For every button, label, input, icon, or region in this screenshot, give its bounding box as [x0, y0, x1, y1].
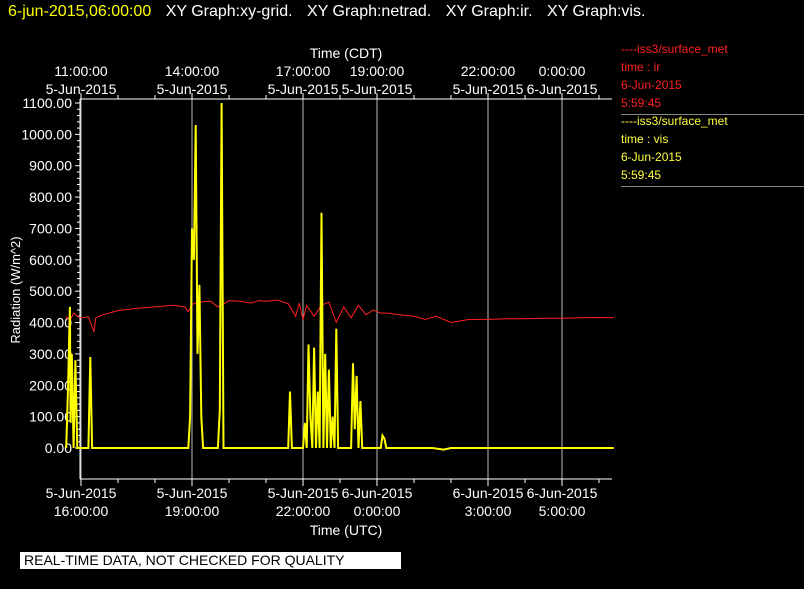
grid-lines: [80, 99, 563, 479]
header-title-xy-grid: XY Graph:xy-grid.: [165, 3, 293, 20]
legend-vis-date: 6-Jun-2015: [621, 150, 682, 164]
legend-vis-time: 5:59:45: [621, 168, 662, 182]
chart-header: 6-jun-2015,06:00:00 XY Graph:xy-grid. XY…: [8, 3, 645, 21]
y-tick-label: 700.00: [29, 220, 72, 236]
legend-vis-var: time : vis: [621, 132, 669, 146]
y-tick-label: 300.00: [29, 346, 72, 362]
x-top-tick-label-date: 5-Jun-2015: [46, 81, 117, 97]
y-tick-label: 900.00: [29, 158, 72, 174]
y-tick-label: 100.00: [29, 409, 72, 425]
y-tick-label: 400.00: [29, 315, 72, 331]
x-tick-label-date: 6-Jun-2015: [527, 485, 598, 501]
x-top-tick-label-time: 14:00:00: [165, 63, 220, 79]
header-title-vis: XY Graph:vis.: [547, 3, 646, 20]
x-tick-label-time: 16:00:00: [54, 503, 109, 519]
y-tick-label: 0.00: [45, 440, 72, 456]
x-tick-label-time: 22:00:00: [276, 503, 331, 519]
x-top-tick-label-time: 0:00:00: [539, 63, 586, 79]
x-axis-label-top: Time (CDT): [310, 45, 383, 61]
legend-entry-vis: ----iss3/surface_met time : vis 6-Jun-20…: [621, 112, 804, 187]
x-top-tick-label-time: 11:00:00: [54, 63, 108, 79]
x-top-tick-label-time: 17:00:00: [276, 63, 331, 79]
y-axis-ticks: 0.00 100.00 200.00 300.00 400.00 500.00 600.00…: [21, 95, 80, 456]
x-tick-label-time: 5:00:00: [539, 503, 586, 519]
x-top-tick-label-time: 22:00:00: [461, 63, 516, 79]
plot-frame: [79, 98, 612, 480]
x-tick-label-date: 5-Jun-2015: [46, 485, 117, 501]
x-tick-label-time: 0:00:00: [354, 503, 401, 519]
x-tick-label-date: 5-Jun-2015: [268, 485, 339, 501]
legend-ir-date: 6-Jun-2015: [621, 78, 682, 92]
legend-divider: [621, 186, 804, 187]
y-tick-label: 1000.00: [21, 126, 72, 142]
x-axis-ticks: 5-Jun-2015 16:00:00 5-Jun-2015 19:00:00 5-Ju…: [46, 63, 600, 519]
y-tick-label: 1100.00: [22, 95, 72, 111]
legend-entry-ir: ----iss3/surface_met time : ir 6-Jun-201…: [621, 40, 804, 115]
y-axis-label: Radiation (W/m^2): [8, 236, 23, 343]
header-title-netrad: XY Graph:netrad.: [307, 3, 432, 20]
x-top-tick-label-date: 5-Jun-2015: [453, 81, 524, 97]
series-lines: [65, 102, 614, 451]
x-tick-label-date: 6-Jun-2015: [453, 485, 524, 501]
legend-vis-source: ----iss3/surface_met: [621, 114, 728, 128]
header-timestamp: 6-jun-2015,06:00:00: [8, 3, 152, 20]
x-top-tick-label-time: 19:00:00: [350, 63, 405, 79]
series-line-ir: [65, 299, 614, 333]
series-line-vis: [65, 102, 614, 451]
legend-divider: [621, 114, 804, 115]
quality-warning: REAL-TIME DATA, NOT CHECKED FOR QUALITY: [20, 552, 401, 569]
y-tick-label: 500.00: [29, 283, 72, 299]
x-tick-label-time: 19:00:00: [165, 503, 220, 519]
x-top-tick-label-date: 5-Jun-2015: [268, 81, 339, 97]
x-axis-label-bottom: Time (UTC): [310, 522, 383, 538]
x-top-tick-label-date: 5-Jun-2015: [342, 81, 413, 97]
x-tick-label-date: 5-Jun-2015: [157, 485, 228, 501]
x-top-tick-label-date: 5-Jun-2015: [157, 81, 228, 97]
y-tick-label: 200.00: [29, 377, 72, 393]
legend-ir-source: ----iss3/surface_met: [621, 42, 728, 56]
legend-ir-var: time : ir: [621, 60, 661, 74]
y-tick-label: 600.00: [29, 252, 72, 268]
y-tick-label: 800.00: [29, 189, 72, 205]
legend-ir-time: 5:59:45: [621, 96, 662, 110]
x-tick-label-date: 6-Jun-2015: [342, 485, 413, 501]
x-top-tick-label-date: 6-Jun-2015: [527, 81, 598, 97]
x-tick-label-time: 3:00:00: [465, 503, 512, 519]
header-title-ir: XY Graph:ir.: [445, 3, 533, 20]
